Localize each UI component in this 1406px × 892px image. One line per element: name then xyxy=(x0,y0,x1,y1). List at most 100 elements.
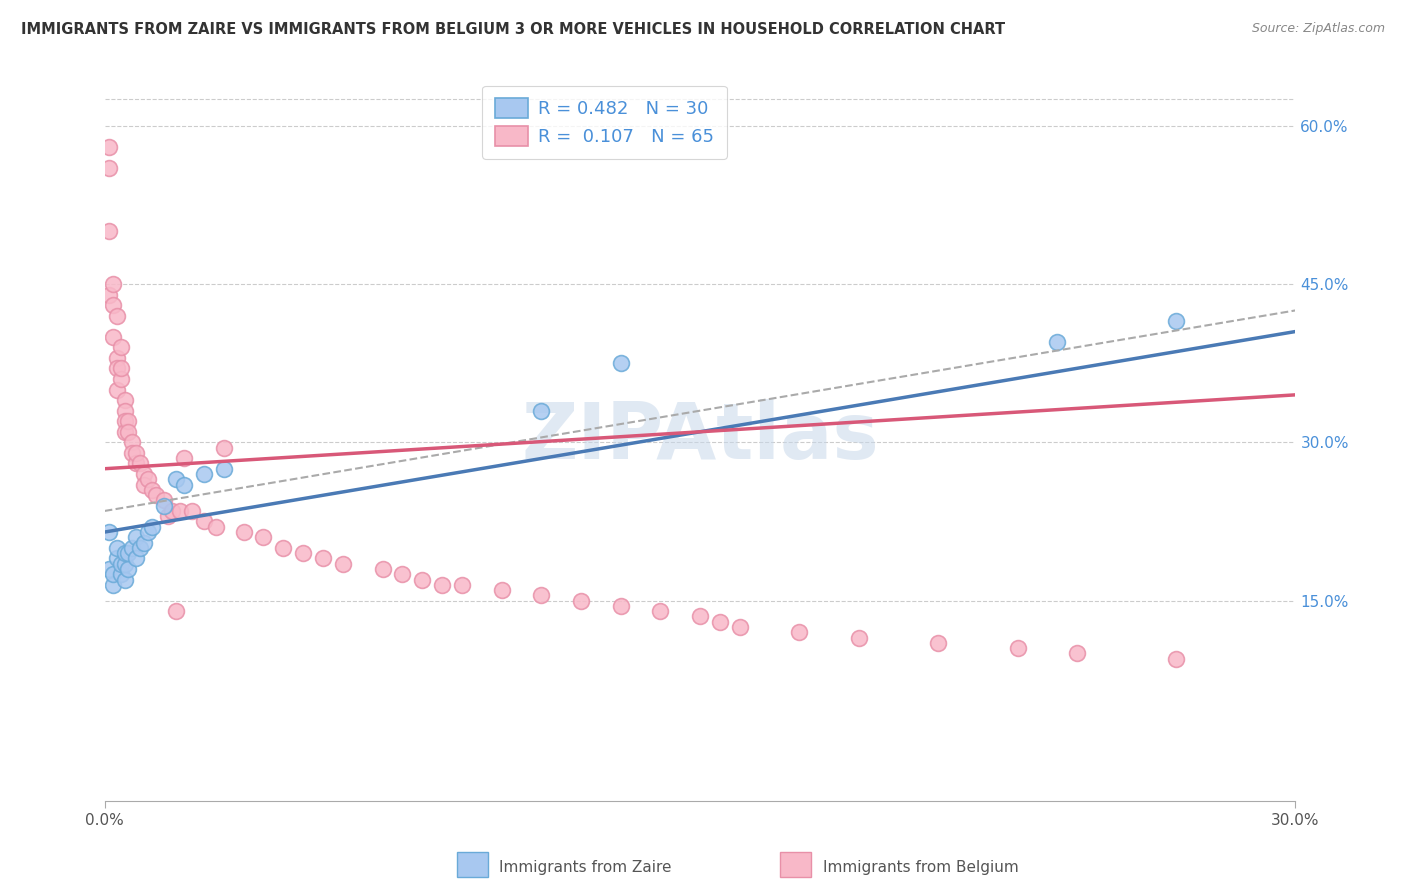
Point xyxy=(212,441,235,455)
Point xyxy=(728,620,751,634)
Point xyxy=(153,493,176,508)
Text: ZIPAtlas: ZIPAtlas xyxy=(522,399,879,475)
Point xyxy=(105,309,128,323)
Point xyxy=(110,567,132,582)
Point xyxy=(125,446,148,460)
Point xyxy=(125,457,148,471)
Text: Immigrants from Zaire: Immigrants from Zaire xyxy=(499,860,672,874)
Point xyxy=(232,524,254,539)
Point xyxy=(114,414,136,428)
Point xyxy=(1066,647,1088,661)
Point xyxy=(97,562,120,576)
Point xyxy=(1166,314,1188,328)
Point xyxy=(1046,334,1069,349)
Point xyxy=(114,403,136,417)
Point xyxy=(181,504,204,518)
Point xyxy=(689,609,711,624)
Point xyxy=(609,599,631,613)
Point xyxy=(121,541,143,555)
Point xyxy=(121,446,143,460)
Point xyxy=(117,562,139,576)
Point xyxy=(101,578,124,592)
Point xyxy=(125,530,148,544)
Point xyxy=(145,488,167,502)
Point xyxy=(101,298,124,312)
Point xyxy=(114,546,136,560)
Point xyxy=(121,435,143,450)
Point xyxy=(138,524,160,539)
Point xyxy=(134,535,156,549)
Point xyxy=(141,520,163,534)
Point xyxy=(173,451,195,466)
Point xyxy=(138,472,160,486)
Point xyxy=(97,287,120,301)
Point xyxy=(609,356,631,370)
Point xyxy=(134,477,156,491)
Point xyxy=(97,524,120,539)
Point xyxy=(101,330,124,344)
Point xyxy=(117,546,139,560)
Point xyxy=(114,573,136,587)
Point xyxy=(153,499,176,513)
Point xyxy=(97,161,120,175)
Point xyxy=(650,604,672,618)
Point xyxy=(212,461,235,475)
Point xyxy=(169,504,191,518)
Point xyxy=(787,625,810,640)
Point xyxy=(114,557,136,571)
Point xyxy=(105,383,128,397)
Point xyxy=(97,140,120,154)
Point xyxy=(709,615,731,629)
Legend: R = 0.482   N = 30, R =  0.107   N = 65: R = 0.482 N = 30, R = 0.107 N = 65 xyxy=(482,86,727,159)
Text: Immigrants from Belgium: Immigrants from Belgium xyxy=(823,860,1018,874)
Point xyxy=(451,578,474,592)
Point xyxy=(927,636,949,650)
Point xyxy=(110,340,132,354)
Point xyxy=(134,467,156,481)
Point xyxy=(117,414,139,428)
Point xyxy=(332,557,354,571)
Point xyxy=(530,403,553,417)
Point xyxy=(105,551,128,566)
Point xyxy=(411,573,433,587)
Point xyxy=(193,467,215,481)
Point xyxy=(1007,641,1029,656)
Point xyxy=(173,477,195,491)
Point xyxy=(1166,651,1188,665)
Point xyxy=(430,578,453,592)
Point xyxy=(530,588,553,602)
Point xyxy=(101,567,124,582)
Point xyxy=(157,509,180,524)
Point xyxy=(371,562,394,576)
Point xyxy=(569,593,592,607)
Point xyxy=(129,457,152,471)
Point xyxy=(312,551,335,566)
Point xyxy=(165,604,187,618)
Point xyxy=(491,583,513,598)
Point xyxy=(101,277,124,291)
Point xyxy=(165,472,187,486)
Point xyxy=(848,631,870,645)
Point xyxy=(110,361,132,376)
Point xyxy=(141,483,163,497)
Point xyxy=(114,425,136,439)
Point xyxy=(160,504,183,518)
Point xyxy=(271,541,294,555)
Point xyxy=(117,425,139,439)
Text: Source: ZipAtlas.com: Source: ZipAtlas.com xyxy=(1251,22,1385,36)
Point xyxy=(105,541,128,555)
Point xyxy=(110,372,132,386)
Point xyxy=(204,520,226,534)
Point xyxy=(125,551,148,566)
Point xyxy=(193,515,215,529)
Text: IMMIGRANTS FROM ZAIRE VS IMMIGRANTS FROM BELGIUM 3 OR MORE VEHICLES IN HOUSEHOLD: IMMIGRANTS FROM ZAIRE VS IMMIGRANTS FROM… xyxy=(21,22,1005,37)
Point xyxy=(105,361,128,376)
Point xyxy=(110,557,132,571)
Point xyxy=(129,541,152,555)
Point xyxy=(114,393,136,408)
Point xyxy=(252,530,274,544)
Point xyxy=(97,224,120,238)
Point xyxy=(292,546,315,560)
Point xyxy=(105,351,128,365)
Point xyxy=(391,567,413,582)
